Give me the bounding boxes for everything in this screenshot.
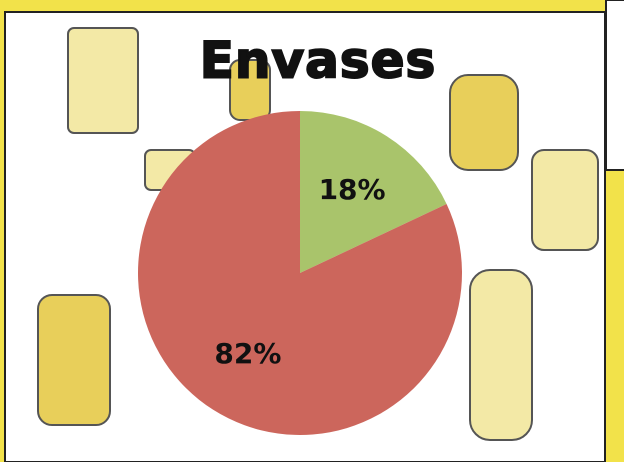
data-label: 82% xyxy=(214,337,281,370)
side-panel xyxy=(606,0,624,170)
can xyxy=(532,150,598,250)
jug xyxy=(450,75,518,170)
carton xyxy=(68,28,138,133)
chart-title: Envases xyxy=(200,32,437,90)
data-label: 18% xyxy=(319,173,386,206)
chart: Envases 18% 82% xyxy=(0,0,624,462)
water-bottle xyxy=(470,270,532,440)
page: {"chart_data": {"type": "pie", "title": … xyxy=(0,0,624,462)
bottle xyxy=(38,295,110,425)
